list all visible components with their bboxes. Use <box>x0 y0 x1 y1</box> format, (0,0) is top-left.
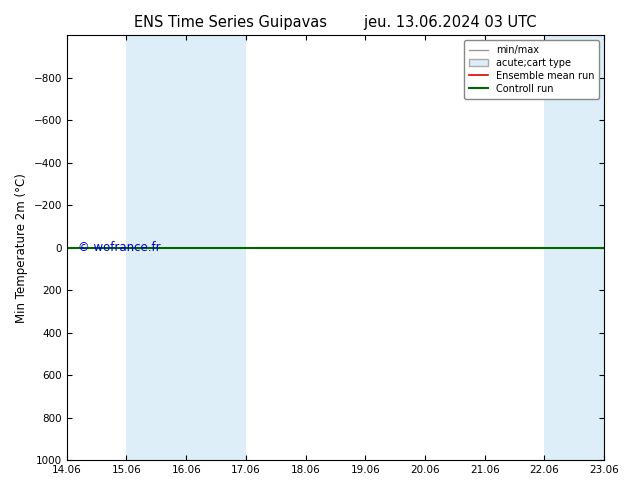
Y-axis label: Min Temperature 2m (°C): Min Temperature 2m (°C) <box>15 173 28 323</box>
Legend: min/max, acute;cart type, Ensemble mean run, Controll run: min/max, acute;cart type, Ensemble mean … <box>464 40 599 98</box>
Bar <box>545 35 604 460</box>
Text: © wofrance.fr: © wofrance.fr <box>77 241 160 254</box>
Title: ENS Time Series Guipavas        jeu. 13.06.2024 03 UTC: ENS Time Series Guipavas jeu. 13.06.2024… <box>134 15 537 30</box>
Bar <box>127 35 246 460</box>
